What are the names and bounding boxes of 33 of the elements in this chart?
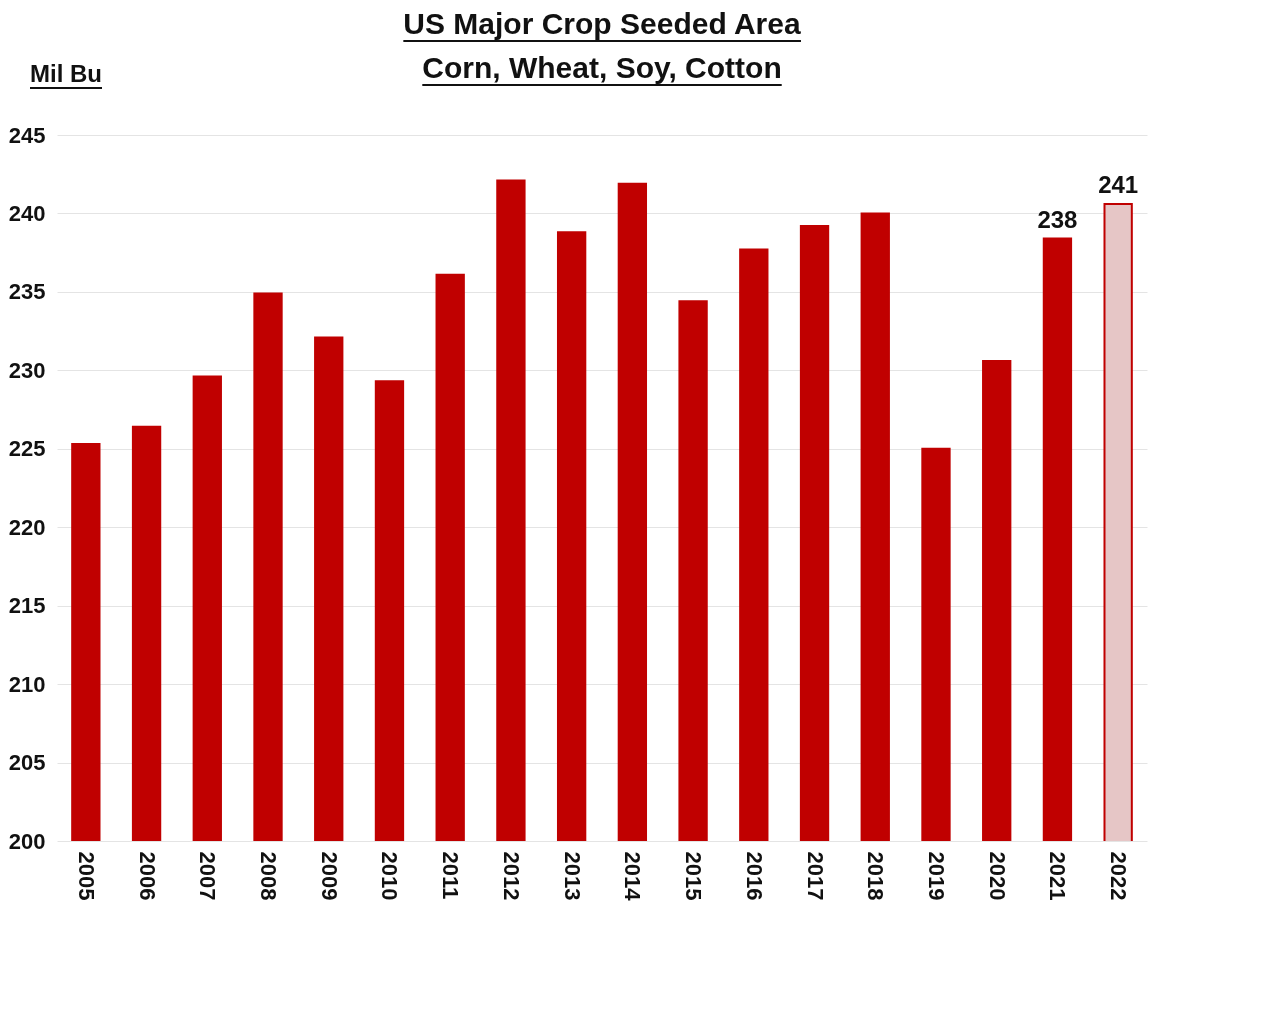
- x-tick-label: 2021: [1045, 851, 1071, 901]
- x-tick-label: 2009: [316, 851, 342, 901]
- x-tick-label: 2019: [923, 851, 949, 901]
- x-tick-label: 2018: [863, 851, 889, 901]
- x-tick-label: 2013: [559, 851, 585, 901]
- y-tick-label: 200: [8, 828, 46, 854]
- y-tick-label: 245: [8, 122, 46, 148]
- y-axis-title: Mil Bu: [30, 60, 102, 87]
- y-tick-label: 205: [8, 750, 46, 776]
- chart-subtitle: Corn, Wheat, Soy, Cotton: [422, 51, 782, 84]
- x-tick-label: 2012: [498, 851, 524, 901]
- x-tick-label: 2022: [1106, 851, 1132, 901]
- x-tick-label: 2010: [377, 851, 403, 901]
- x-tick-label: 2006: [134, 851, 160, 901]
- x-tick-label: 2005: [73, 851, 99, 901]
- x-tick-label: 2017: [802, 851, 828, 901]
- chart-title: US Major Crop Seeded Area: [403, 7, 801, 40]
- x-tick-label: 2011: [438, 851, 464, 900]
- y-tick-label: 235: [8, 279, 46, 305]
- x-tick-label: 2015: [681, 851, 707, 901]
- x-tick-label: 2007: [195, 851, 221, 901]
- y-tick-label: 225: [8, 436, 46, 462]
- data-label: 238: [1037, 205, 1078, 233]
- y-tick-label: 210: [8, 671, 46, 697]
- y-tick-label: 215: [8, 593, 46, 619]
- x-tick-label: 2020: [984, 851, 1010, 901]
- y-tick-label: 220: [8, 514, 46, 540]
- x-tick-label: 2014: [620, 851, 646, 902]
- data-label: 241: [1098, 171, 1139, 199]
- y-tick-label: 230: [8, 357, 46, 383]
- x-tick-label: 2016: [741, 851, 767, 901]
- y-tick-label: 240: [8, 200, 46, 226]
- x-tick-label: 2008: [256, 851, 282, 901]
